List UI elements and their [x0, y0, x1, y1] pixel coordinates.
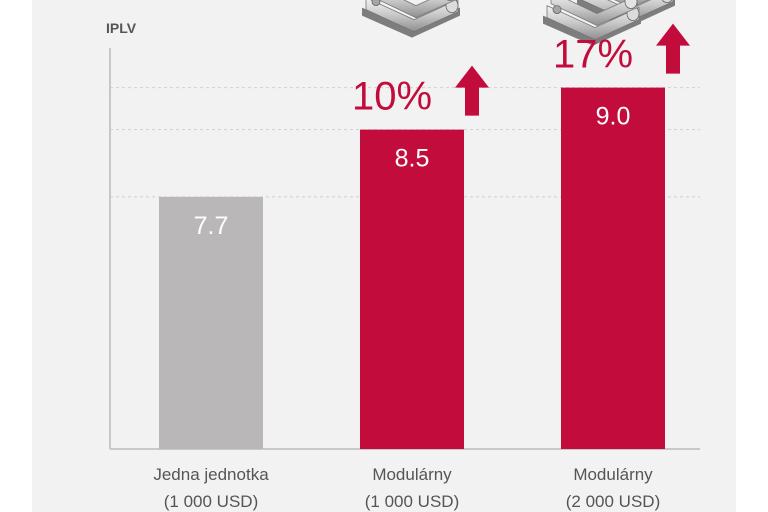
percent-annotation-1: 17% [553, 33, 633, 77]
category-label-2-line1: Modulárny [573, 465, 653, 484]
bar-1 [360, 129, 464, 449]
category-label-0-line2: (1 000 USD) [164, 492, 258, 511]
y-axis-label: IPLV [106, 20, 137, 36]
bar-2 [561, 87, 665, 450]
category-label-1-line2: (1 000 USD) [365, 492, 459, 511]
bar-0 [159, 196, 263, 449]
bar-value-label-2: 9.0 [596, 103, 631, 131]
chiller-unit-icon [361, 0, 461, 39]
up-arrow-icon-0 [455, 65, 489, 116]
category-label-0-line1: Jedna jednotka [153, 465, 269, 484]
percent-annotation-0: 10% [352, 75, 432, 119]
category-label-2-line2: (2 000 USD) [566, 492, 660, 511]
category-label-1-line1: Modulárny [372, 465, 452, 484]
bar-value-label-1: 8.5 [395, 145, 430, 173]
up-arrow-icon-1 [656, 23, 690, 74]
bar-value-label-0: 7.7 [194, 212, 229, 240]
